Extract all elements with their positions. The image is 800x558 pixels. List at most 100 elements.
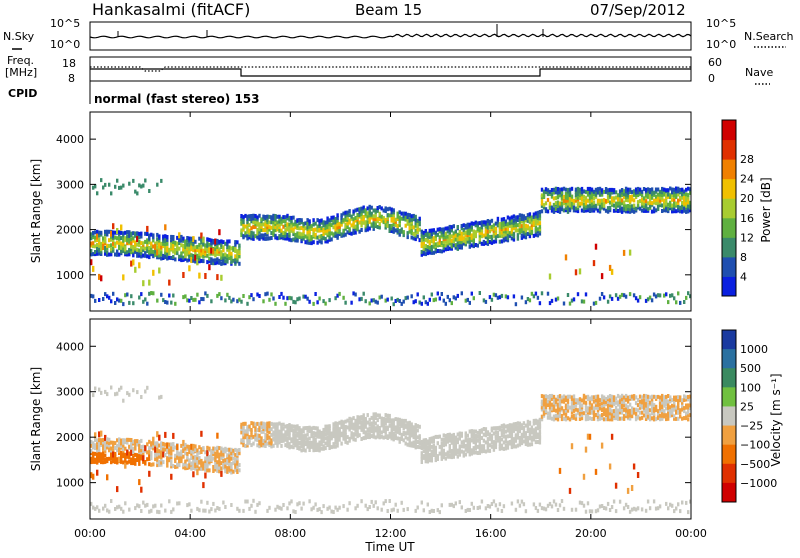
heatmap-cell <box>677 416 680 421</box>
heatmap-cell <box>140 241 143 246</box>
heatmap-cell <box>394 436 397 440</box>
heatmap-cell <box>312 240 315 245</box>
heatmap-cell <box>258 222 261 227</box>
heatmap-cell <box>324 228 327 233</box>
heatmap-cell <box>92 454 95 459</box>
heatmap-cell <box>288 501 291 506</box>
heatmap-cell <box>675 186 678 191</box>
heatmap-cell <box>486 441 490 446</box>
heatmap-cell <box>332 434 335 439</box>
heatmap-cell <box>392 420 395 425</box>
heatmap-cell <box>282 295 285 300</box>
heatmap-cell <box>570 443 574 450</box>
heatmap-cell <box>210 457 213 462</box>
heatmap-cell <box>606 410 610 415</box>
heatmap-cell <box>308 429 311 433</box>
heatmap-cell <box>663 192 666 197</box>
heatmap-cell <box>550 402 554 407</box>
heatmap-cell <box>230 464 233 469</box>
heatmap-cell <box>118 387 121 392</box>
heatmap-cell <box>172 240 175 244</box>
heatmap-cell <box>468 508 471 512</box>
heatmap-cell <box>424 252 427 257</box>
heatmap-cell <box>683 300 686 304</box>
heatmap-cell <box>388 434 391 439</box>
heatmap-cell <box>679 195 682 200</box>
heatmap-cell <box>661 403 664 408</box>
heatmap-cell <box>354 292 357 297</box>
heatmap-cell <box>667 192 670 197</box>
heatmap-cell <box>530 437 534 442</box>
heatmap-cell <box>138 243 141 247</box>
heatmap-cell <box>454 443 457 448</box>
heatmap-cell <box>110 247 113 252</box>
heatmap-cell <box>350 422 353 427</box>
heatmap-cell <box>671 187 674 192</box>
heatmap-cell <box>334 231 337 236</box>
heatmap-cell <box>314 438 317 442</box>
heatmap-cell <box>334 505 337 510</box>
heatmap-cell <box>442 450 445 455</box>
heatmap-cell <box>338 505 341 510</box>
heatmap-cell <box>494 430 498 435</box>
colorbar-swatch <box>722 444 736 465</box>
heatmap-cell <box>610 414 614 419</box>
heatmap-cell <box>681 205 684 210</box>
heatmap-cell <box>492 226 496 231</box>
heatmap-cell <box>534 227 538 232</box>
heatmap-cell <box>124 446 127 451</box>
heatmap-cell <box>528 214 532 219</box>
heatmap-cell <box>440 227 443 232</box>
heatmap-cell <box>566 206 570 211</box>
heatmap-cell <box>112 233 115 238</box>
heatmap-cell <box>212 248 215 255</box>
heatmap-cell <box>136 231 139 236</box>
heatmap-cell <box>590 407 594 412</box>
heatmap-cell <box>500 509 504 513</box>
heatmap-cell <box>368 426 371 431</box>
heatmap-cell <box>154 503 157 508</box>
heatmap-cell <box>196 248 199 253</box>
heatmap-cell <box>90 449 93 454</box>
heatmap-cell <box>248 217 251 222</box>
heatmap-cell <box>212 449 215 454</box>
heatmap-cell <box>266 433 269 438</box>
heatmap-cell <box>496 219 500 224</box>
heatmap-cell <box>152 238 155 243</box>
heatmap-cell <box>264 222 267 227</box>
heatmap-cell <box>540 402 544 407</box>
heatmap-cell <box>532 432 536 437</box>
heatmap-cell <box>500 230 504 235</box>
heatmap-cell <box>130 231 133 236</box>
heatmap-cell <box>436 249 439 253</box>
heatmap-cell <box>344 430 347 435</box>
heatmap-cell <box>190 443 193 450</box>
heatmap-cell <box>685 500 688 505</box>
colorbar-swatch <box>722 276 736 297</box>
heatmap-cell <box>160 455 163 460</box>
heatmap-cell <box>332 232 335 237</box>
heatmap-cell <box>428 246 431 250</box>
heatmap-cell <box>628 292 632 297</box>
heatmap-cell <box>526 429 530 433</box>
heatmap-cell <box>652 414 656 419</box>
heatmap-cell <box>496 507 500 512</box>
heatmap-cell <box>566 397 570 402</box>
heatmap-cell <box>398 229 401 233</box>
heatmap-cell <box>212 258 215 263</box>
heatmap-cell <box>286 296 289 301</box>
heatmap-cell <box>308 445 311 449</box>
x-tick-label: 04:00 <box>174 527 206 540</box>
heatmap-cell <box>556 192 560 197</box>
heatmap-cell <box>428 510 431 514</box>
heatmap-cell <box>108 446 111 450</box>
heatmap-cell <box>466 441 469 446</box>
heatmap-cell <box>320 220 323 225</box>
heatmap-cell <box>460 440 463 445</box>
heatmap-cell <box>470 451 473 456</box>
heatmap-cell <box>687 198 690 203</box>
heatmap-cell <box>164 253 167 258</box>
heatmap-cell <box>466 433 469 438</box>
heatmap-cell <box>498 436 502 440</box>
heatmap-cell <box>160 460 163 465</box>
